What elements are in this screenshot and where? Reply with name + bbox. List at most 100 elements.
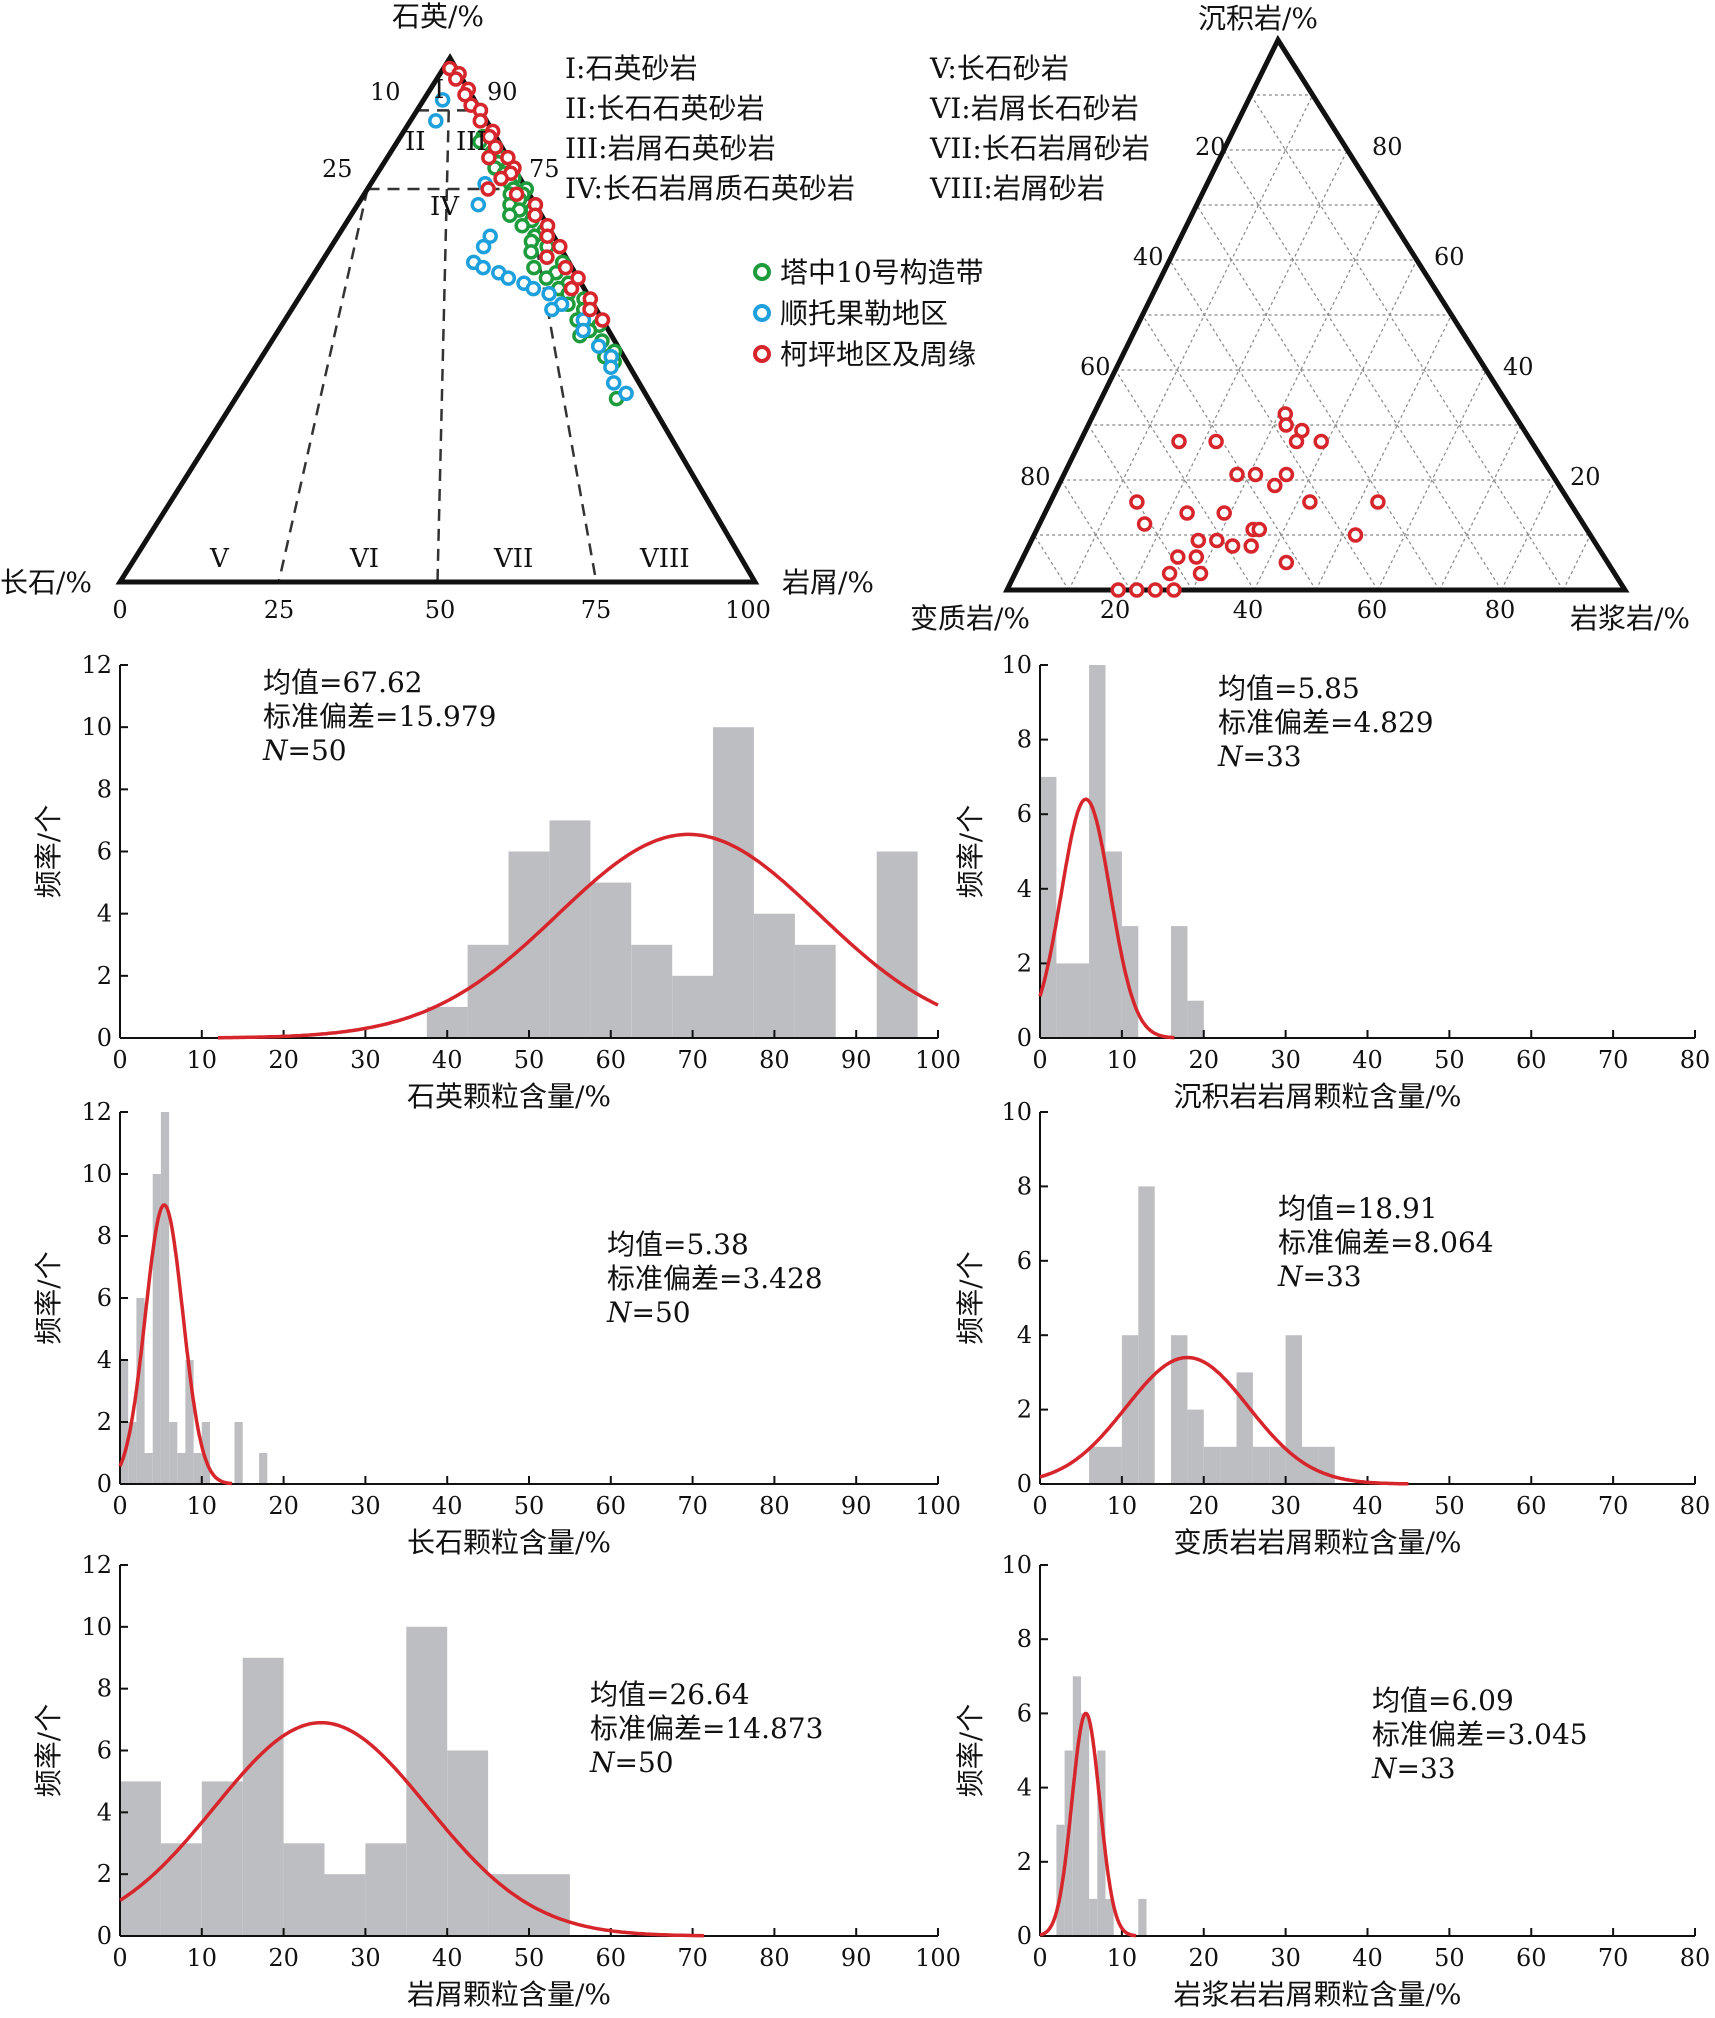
histogram-bar-4: [1089, 1898, 1098, 1936]
y-tick-label: 8: [97, 1675, 112, 1703]
lithic-point-1: [1278, 417, 1294, 433]
y-tick-label: 0: [1017, 1024, 1032, 1052]
qfl-class-legend-8: VIII:岩屑砂岩: [929, 172, 1105, 205]
histogram-bar-12: [1318, 1446, 1335, 1484]
y-tick-label: 4: [97, 1346, 112, 1374]
y-tick-label: 4: [1017, 1321, 1032, 1349]
y-tick-label: 10: [81, 1613, 112, 1641]
lithic-left-tick-20: 20: [1195, 133, 1226, 161]
x-tick-label: 30: [1270, 1046, 1301, 1074]
lithic-apex-igneous-label: 岩浆岩/%: [1570, 602, 1690, 635]
x-tick-label: 80: [1680, 1492, 1711, 1520]
y-tick-label: 6: [97, 1284, 112, 1312]
histogram-bar-10: [201, 1422, 210, 1484]
lithic-point-27: [1161, 565, 1178, 582]
histogram-bar-5: [1171, 926, 1188, 1038]
y-tick-label: 10: [1001, 1098, 1032, 1126]
x-axis-title: 石英颗粒含量/%: [407, 1080, 611, 1113]
x-tick-label: 80: [1680, 1046, 1711, 1074]
x-tick-label: 70: [677, 1046, 708, 1074]
lithic-triangle-frame: [1002, 34, 1630, 593]
histogram-bar-3: [242, 1657, 284, 1937]
stat-std-dev: 标准偏差=3.045: [1372, 1718, 1588, 1751]
histogram-bar-8: [185, 1360, 194, 1484]
qfl-class-legend-6: VI:岩屑长石砂岩: [929, 92, 1139, 125]
histogram-quartz: 0 10 20 30 40 50 60 70 80 90 100 0 2 4 6 8 10 12 石英颗粒含量/% 频…: [32, 651, 961, 1113]
qfl-field-label-VI: VI: [349, 544, 379, 574]
x-tick-label: 60: [1516, 1046, 1547, 1074]
stat-n-symbol: N: [1277, 1260, 1304, 1293]
y-tick-label: 6: [1017, 1699, 1032, 1727]
x-tick-label: 80: [759, 1046, 790, 1074]
lithic-left-tick-60: 60: [1080, 353, 1111, 381]
boundary-fl-equal-upper: [445, 110, 450, 190]
normal-fit-curve: [1038, 797, 1175, 1040]
histogram-bar-4: [283, 1843, 325, 1937]
qfl-side-tick-75: 75: [529, 155, 560, 183]
histogram-bar-3: [1080, 1713, 1090, 1936]
y-tick-label: 4: [1017, 875, 1032, 903]
histogram-bar-2: [1072, 1676, 1081, 1936]
y-tick-label: 2: [97, 1408, 112, 1436]
qfl-class-legend-7: VII:长石岩屑砂岩: [929, 132, 1150, 165]
stat-mean: 均值=5.85: [1218, 672, 1360, 705]
qfl-point-s1-11: [525, 280, 542, 297]
qfl-side-tick-10: 10: [370, 78, 401, 106]
legend-marker-tazhong: [753, 263, 771, 281]
lithic-point-31: [1147, 582, 1164, 598]
lithic-point-20: [1190, 532, 1207, 549]
qfl-point-s2-11: [481, 149, 497, 166]
x-tick-label: 40: [1352, 1944, 1383, 1972]
histogram-bar-7: [713, 727, 754, 1038]
qfl-class-legend-5: V:长石砂岩: [929, 52, 1069, 85]
qfl-point-s0-29: [523, 244, 539, 260]
lithic-point-7: [1229, 466, 1245, 483]
x-axis-title: 岩屑颗粒含量/%: [407, 1978, 611, 2011]
histogram-bar-0: [1089, 1446, 1122, 1484]
qfl-tick-25: 25: [264, 596, 295, 624]
histogram-bar-7: [177, 1453, 186, 1484]
y-tick-label: 6: [97, 838, 112, 866]
histogram-bar-12: [259, 1453, 268, 1484]
x-tick-label: 20: [268, 1046, 299, 1074]
x-tick-label: 70: [1598, 1492, 1629, 1520]
qfl-point-s1-12: [541, 286, 557, 302]
x-tick-label: 80: [759, 1944, 790, 1972]
lithic-point-15: [1216, 505, 1232, 521]
grid-meta-10: [1250, 94, 1564, 591]
x-tick-label: 90: [841, 1492, 872, 1520]
lithic-point-28: [1192, 565, 1209, 582]
histogram-bar-8: [1252, 1446, 1270, 1484]
qfl-point-s1-9: [500, 270, 517, 286]
y-tick-label: 12: [81, 1551, 112, 1579]
qfl-point-s2-7: [472, 113, 489, 129]
x-tick-label: 50: [1434, 1944, 1465, 1972]
y-tick-label: 8: [97, 1222, 112, 1250]
grid-ign-60: [1377, 369, 1487, 591]
y-tick-label: 2: [97, 962, 112, 990]
qfl-side-tick-25: 25: [322, 155, 353, 183]
qfl-point-s0-22: [502, 207, 518, 223]
qfl-field-label-VII: VII: [493, 544, 533, 574]
qfl-class-legend-1: I:石英砂岩: [565, 52, 698, 85]
stat-n-value: =33: [1397, 1752, 1456, 1785]
qfl-tick-0: 0: [112, 596, 127, 624]
qfl-point-s1-1: [428, 113, 444, 129]
stat-sample-size: N=33: [1371, 1752, 1456, 1785]
stat-mean: 均值=26.64: [590, 1678, 750, 1711]
qfl-field-label-III: III: [456, 127, 487, 157]
legend-marker-keping: [753, 345, 771, 363]
y-tick-label: 6: [1017, 800, 1032, 828]
x-tick-label: 30: [1270, 1944, 1301, 1972]
qfl-point-s1-17: [590, 338, 607, 354]
lithic-point-4: [1288, 433, 1305, 450]
qfl-point-s2-28: [582, 301, 598, 318]
x-tick-label: 30: [350, 1492, 381, 1520]
y-axis-title: 频率/个: [32, 1251, 65, 1344]
grid-meta-90: [1033, 534, 1070, 591]
y-axis-title: 频率/个: [954, 1251, 987, 1344]
lithic-point-9: [1278, 466, 1295, 483]
stat-sample-size: N=50: [589, 1746, 674, 1779]
lithic-point-25: [1188, 549, 1205, 565]
x-axis-title: 沉积岩岩屑颗粒含量/%: [1173, 1080, 1461, 1113]
